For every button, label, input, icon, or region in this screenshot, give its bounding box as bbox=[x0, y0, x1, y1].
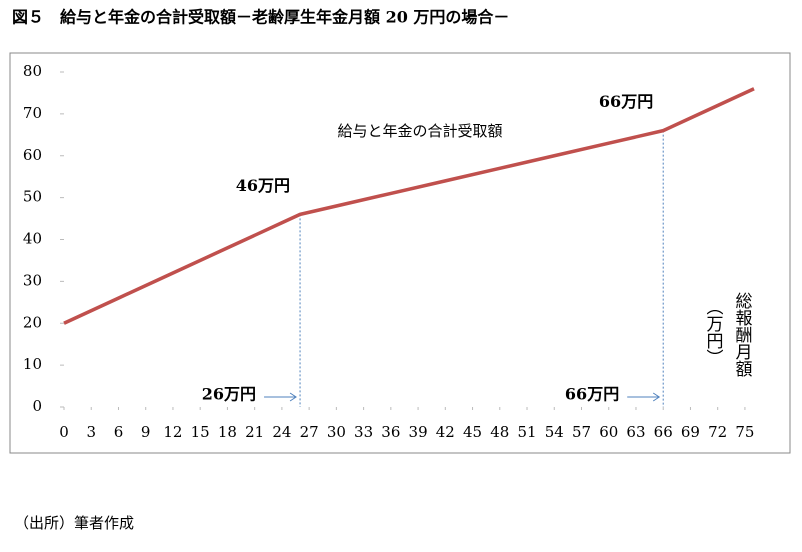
x-axis-label: 総報酬月額 bbox=[732, 292, 753, 377]
reference-label: 46万円 bbox=[236, 176, 290, 195]
x-tick-label: 33 bbox=[354, 423, 373, 441]
y-tick-label: 80 bbox=[23, 62, 42, 80]
x-tick-label: 69 bbox=[681, 423, 700, 441]
x-tick-label: 39 bbox=[409, 423, 428, 441]
x-tick-label: 27 bbox=[300, 423, 319, 441]
x-tick-label: 72 bbox=[708, 423, 727, 441]
reference-label: 66万円 bbox=[599, 92, 653, 111]
x-tick-label: 30 bbox=[327, 423, 346, 441]
arrow-head bbox=[289, 392, 297, 402]
x-tick-label: 54 bbox=[545, 423, 564, 441]
x-tick-label: 48 bbox=[490, 423, 509, 441]
x-tick-label: 57 bbox=[572, 423, 591, 441]
reference-x-label: 26万円 bbox=[202, 385, 256, 404]
series-line bbox=[63, 87, 755, 325]
source: （出所）筆者作成 bbox=[14, 514, 134, 532]
x-tick-label: 75 bbox=[735, 423, 754, 441]
x-tick-label: 63 bbox=[626, 423, 645, 441]
arrow-head bbox=[652, 392, 661, 402]
x-tick-label: 51 bbox=[517, 423, 536, 441]
y-tick-label: 70 bbox=[23, 104, 42, 122]
x-tick-label: 9 bbox=[141, 423, 151, 441]
series-label: 給与と年金の合計受取額 bbox=[337, 122, 502, 140]
x-tick-label: 36 bbox=[381, 423, 400, 441]
y-tick-label: 40 bbox=[23, 230, 42, 248]
reference-x-label: 66万円 bbox=[565, 385, 619, 404]
x-tick-label: 0 bbox=[59, 423, 69, 441]
y-tick-label: 10 bbox=[23, 355, 42, 373]
x-tick-label: 24 bbox=[272, 423, 291, 441]
y-tick-label: 20 bbox=[23, 313, 42, 331]
chart-title: 図５ 給与と年金の合計受取額－老齢厚生年金月額 20 万円の場合－ bbox=[12, 8, 509, 27]
x-tick-label: 60 bbox=[599, 423, 618, 441]
y-tick-label: 60 bbox=[23, 146, 42, 164]
x-tick-label: 21 bbox=[245, 423, 264, 441]
x-tick-label: 15 bbox=[191, 423, 210, 441]
x-tick-label: 66 bbox=[654, 423, 673, 441]
x-tick-label: 45 bbox=[463, 423, 482, 441]
x-tick-label: 42 bbox=[436, 423, 455, 441]
x-tick-label: 12 bbox=[163, 423, 182, 441]
y-tick-label: 30 bbox=[23, 271, 42, 289]
y-tick-label: 50 bbox=[23, 188, 42, 206]
x-tick-label: 6 bbox=[114, 423, 124, 441]
x-axis-unit: （万円） bbox=[703, 298, 724, 366]
chart-frame bbox=[9, 52, 791, 454]
x-tick-label: 3 bbox=[86, 423, 96, 441]
y-tick-label: 0 bbox=[32, 397, 42, 415]
x-tick-label: 18 bbox=[218, 423, 237, 441]
